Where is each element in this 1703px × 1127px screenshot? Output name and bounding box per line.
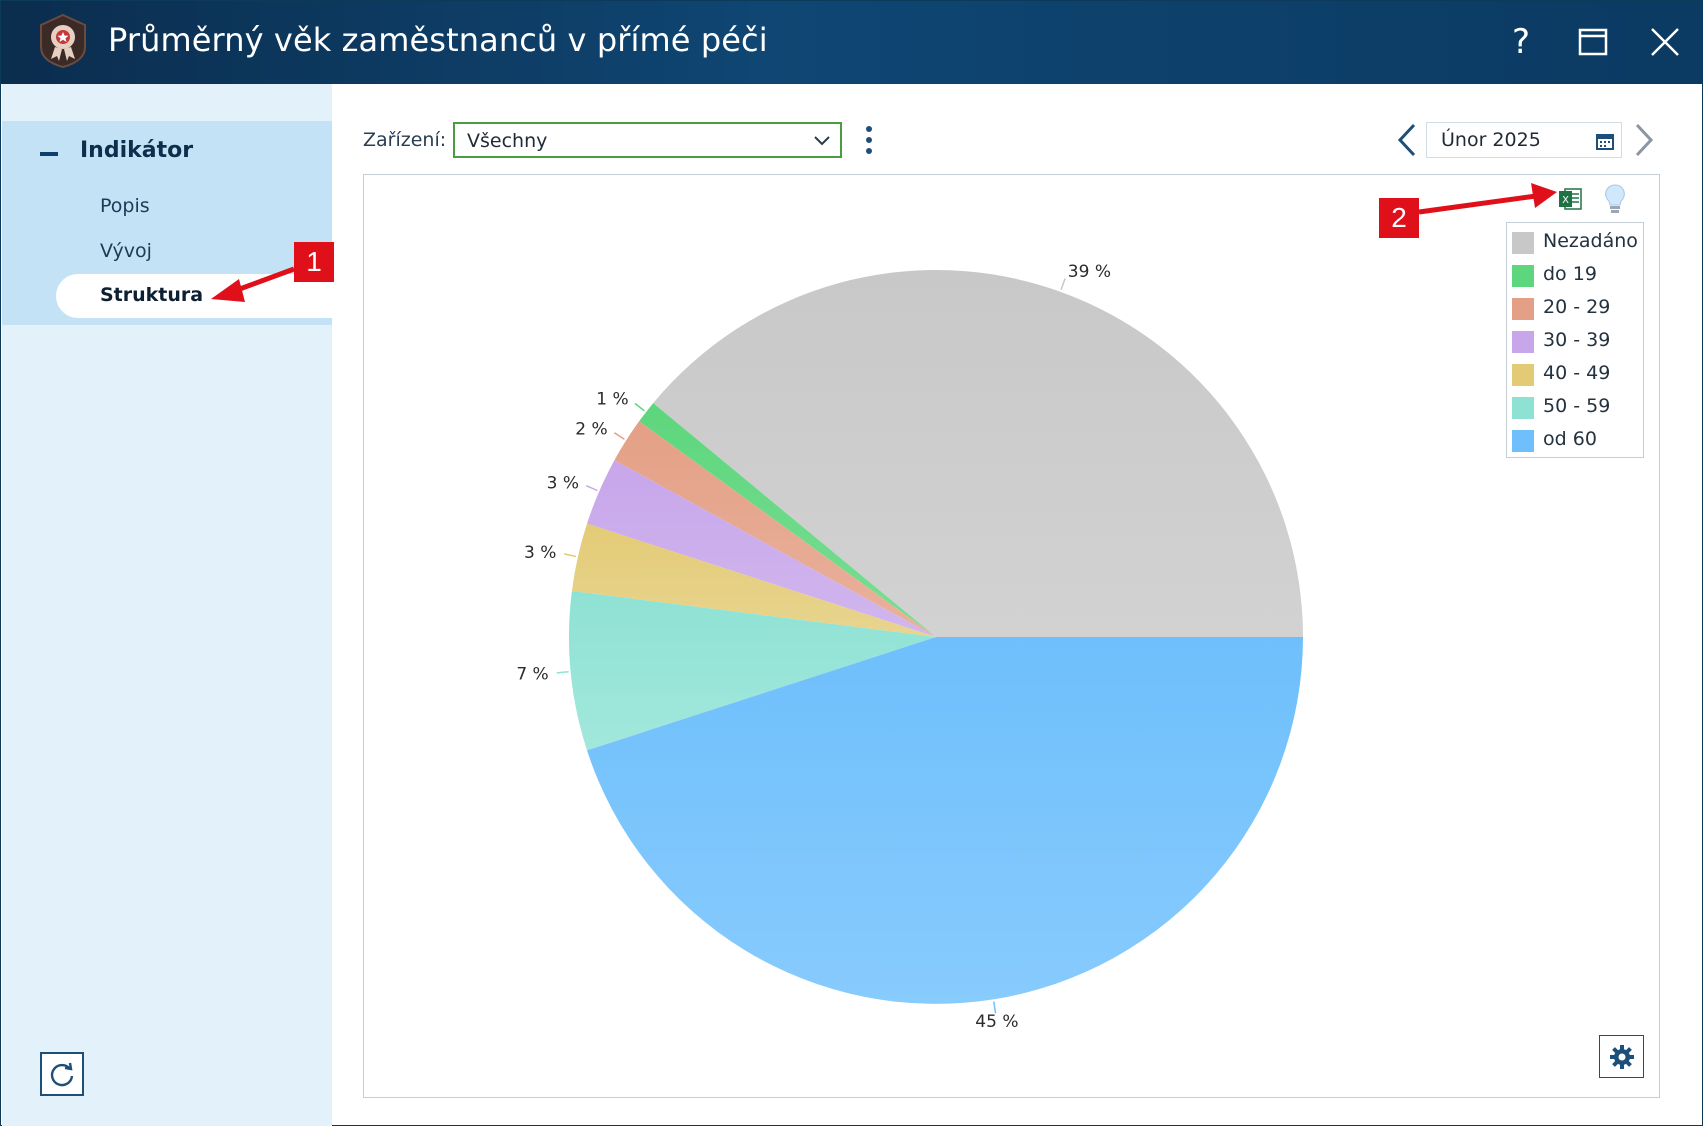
sidebar-section-label[interactable]: Indikátor: [80, 138, 194, 163]
pie-label-leader: [634, 402, 645, 412]
callout-badge-1: 1: [294, 242, 334, 282]
pie-data-label: 1 %: [596, 390, 628, 410]
legend-label: 40 - 49: [1543, 362, 1611, 384]
legend-label: 50 - 59: [1543, 395, 1611, 417]
title-bar: Průměrný věk zaměstnanců v přímé péči ?: [1, 1, 1703, 84]
sidebar-item-struktura-label[interactable]: Struktura: [100, 284, 204, 306]
pie-slice[interactable]: [569, 591, 936, 751]
svg-text:X: X: [1562, 195, 1569, 206]
chevron-right-icon[interactable]: [1631, 121, 1657, 159]
close-icon: [1651, 28, 1679, 56]
chevron-left-icon[interactable]: [1394, 121, 1420, 159]
callout-arrow-2: [1418, 193, 1537, 215]
pie-label-leader: [586, 485, 598, 492]
app-logo-icon: [40, 13, 86, 69]
pie-label-leader: [613, 432, 625, 440]
chart-panel: 39 % 1 % 2 % 3 % 3 % 7 % 45 %: [363, 174, 1660, 1098]
pie-data-label: 45 %: [975, 1012, 1018, 1032]
close-button[interactable]: [1642, 19, 1688, 65]
pie-slice[interactable]: [587, 460, 936, 637]
facility-select[interactable]: Všechny: [453, 122, 842, 158]
pie-data-label: 3 %: [547, 474, 579, 494]
pie-slice[interactable]: [571, 523, 936, 637]
sidebar-item-popis[interactable]: Popis: [100, 195, 150, 217]
chevron-down-icon: [814, 136, 830, 146]
pie-slice[interactable]: [653, 270, 1303, 637]
legend-label: od 60: [1543, 428, 1597, 450]
callout-arrowhead-2: [1531, 183, 1557, 208]
legend-label: do 19: [1543, 263, 1597, 285]
legend-label: 20 - 29: [1543, 296, 1611, 318]
facility-select-value: Všechny: [467, 130, 548, 152]
pie-data-label: 7 %: [516, 665, 548, 685]
legend-label: Nezadáno: [1543, 230, 1638, 252]
lightbulb-icon[interactable]: [1603, 183, 1627, 215]
legend-swatch: [1512, 232, 1534, 254]
period-picker[interactable]: Únor 2025: [1426, 122, 1622, 158]
legend-swatch: [1512, 430, 1534, 452]
pie-data-label: 3 %: [524, 543, 556, 563]
pie-slice[interactable]: [614, 421, 936, 637]
legend-swatch: [1512, 397, 1534, 419]
facility-filter-label: Zařízení:: [363, 129, 447, 151]
callout-arrow-1: [236, 266, 295, 293]
pie-label-leader: [564, 553, 577, 558]
legend-swatch: [1512, 364, 1534, 386]
callout-badge-2: 2: [1379, 198, 1419, 238]
chart-legend: Nezadáno do 19 20 - 29 30 - 39 40 - 49 5…: [1506, 222, 1644, 458]
help-icon: ?: [1511, 22, 1531, 62]
pie-label-leader: [992, 1001, 997, 1014]
more-options-icon[interactable]: [859, 123, 879, 157]
sidebar-item-vyvoj[interactable]: Vývoj: [100, 240, 152, 262]
pie-label-leader: [556, 670, 569, 674]
collapse-icon[interactable]: [40, 152, 58, 156]
chart-settings-button[interactable]: [1599, 1035, 1644, 1078]
legend-swatch: [1512, 331, 1534, 353]
pie-data-label: 39 %: [1068, 262, 1111, 282]
sidebar-item-struktura[interactable]: [56, 274, 332, 318]
pie-data-label: 2 %: [575, 420, 607, 440]
help-button[interactable]: ?: [1498, 19, 1544, 65]
legend-label: 30 - 39: [1543, 329, 1611, 351]
excel-icon[interactable]: X: [1557, 185, 1585, 213]
maximize-icon: [1578, 28, 1608, 56]
period-value: Únor 2025: [1441, 129, 1541, 151]
window-title: Průměrný věk zaměstnanců v přímé péči: [108, 21, 768, 59]
pie-slice[interactable]: [639, 403, 936, 637]
legend-swatch: [1512, 265, 1534, 287]
refresh-button[interactable]: [40, 1052, 84, 1096]
calendar-icon[interactable]: [1595, 131, 1615, 151]
pie-slice[interactable]: [587, 637, 1303, 1004]
pie-label-leader: [1060, 278, 1066, 291]
legend-swatch: [1512, 298, 1534, 320]
callout-arrowhead-1: [211, 279, 245, 302]
gear-icon: [1609, 1044, 1634, 1069]
refresh-icon: [50, 1062, 74, 1087]
maximize-button[interactable]: [1570, 19, 1616, 65]
pie-chart: 39 % 1 % 2 % 3 % 3 % 7 % 45 %: [516, 262, 1303, 1032]
